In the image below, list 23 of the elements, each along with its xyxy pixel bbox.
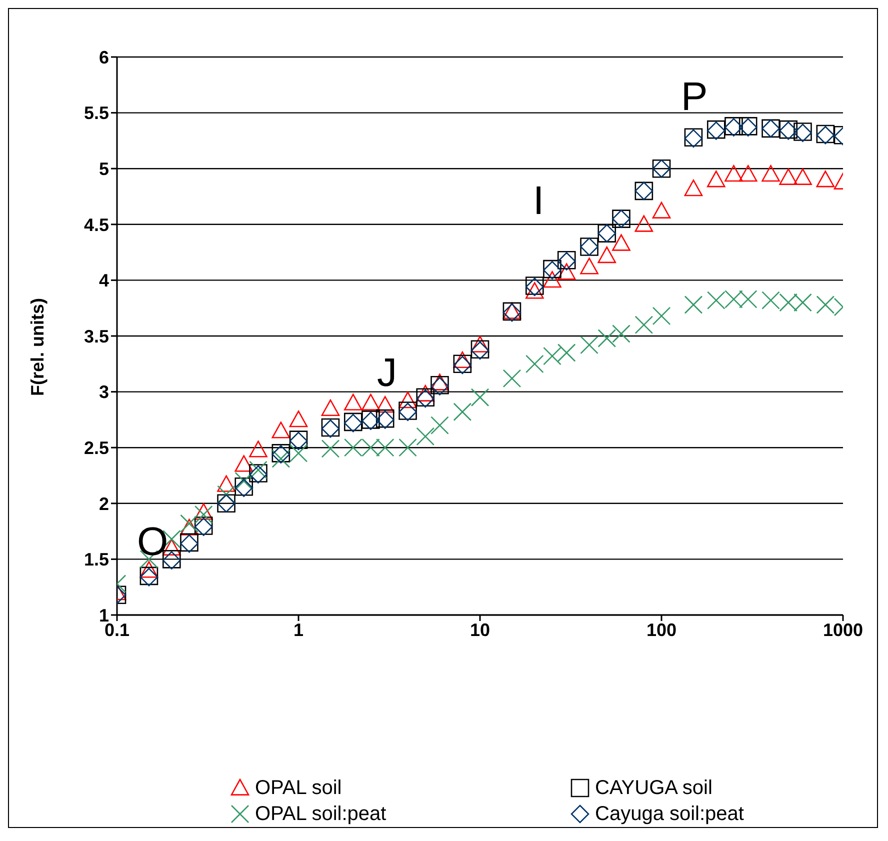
x-tick-label: 1 bbox=[293, 620, 304, 640]
annotation: P bbox=[681, 75, 708, 119]
annotation: O bbox=[137, 520, 168, 564]
legend-label: CAYUGA soil bbox=[595, 776, 712, 800]
y-tick-label: 3.5 bbox=[84, 326, 109, 346]
y-tick-label: 3 bbox=[98, 382, 109, 402]
y-tick-label: 2.5 bbox=[84, 438, 109, 458]
legend-label: OPAL soil:peat bbox=[255, 802, 386, 826]
y-tick-label: 5 bbox=[98, 158, 109, 179]
y-tick-label: 1.5 bbox=[84, 550, 109, 570]
legend-label: Cayuga soil:peat bbox=[595, 802, 744, 826]
x-tick-label: 100 bbox=[646, 620, 677, 640]
annotation: I bbox=[533, 179, 544, 223]
annotation: J bbox=[377, 351, 397, 395]
legend-label: OPAL soil bbox=[255, 776, 342, 800]
y-tick-label: 2 bbox=[98, 494, 109, 514]
y-tick-label: 4.5 bbox=[84, 214, 109, 235]
x-tick-label: 1000 bbox=[822, 620, 864, 640]
y-tick-label: 5.5 bbox=[84, 103, 109, 124]
y-tick-label: 4 bbox=[98, 270, 109, 291]
y-axis-title: F(rel. units) bbox=[27, 298, 48, 396]
y-tick-label: 6 bbox=[98, 47, 109, 68]
x-tick-label: 10 bbox=[470, 620, 490, 640]
